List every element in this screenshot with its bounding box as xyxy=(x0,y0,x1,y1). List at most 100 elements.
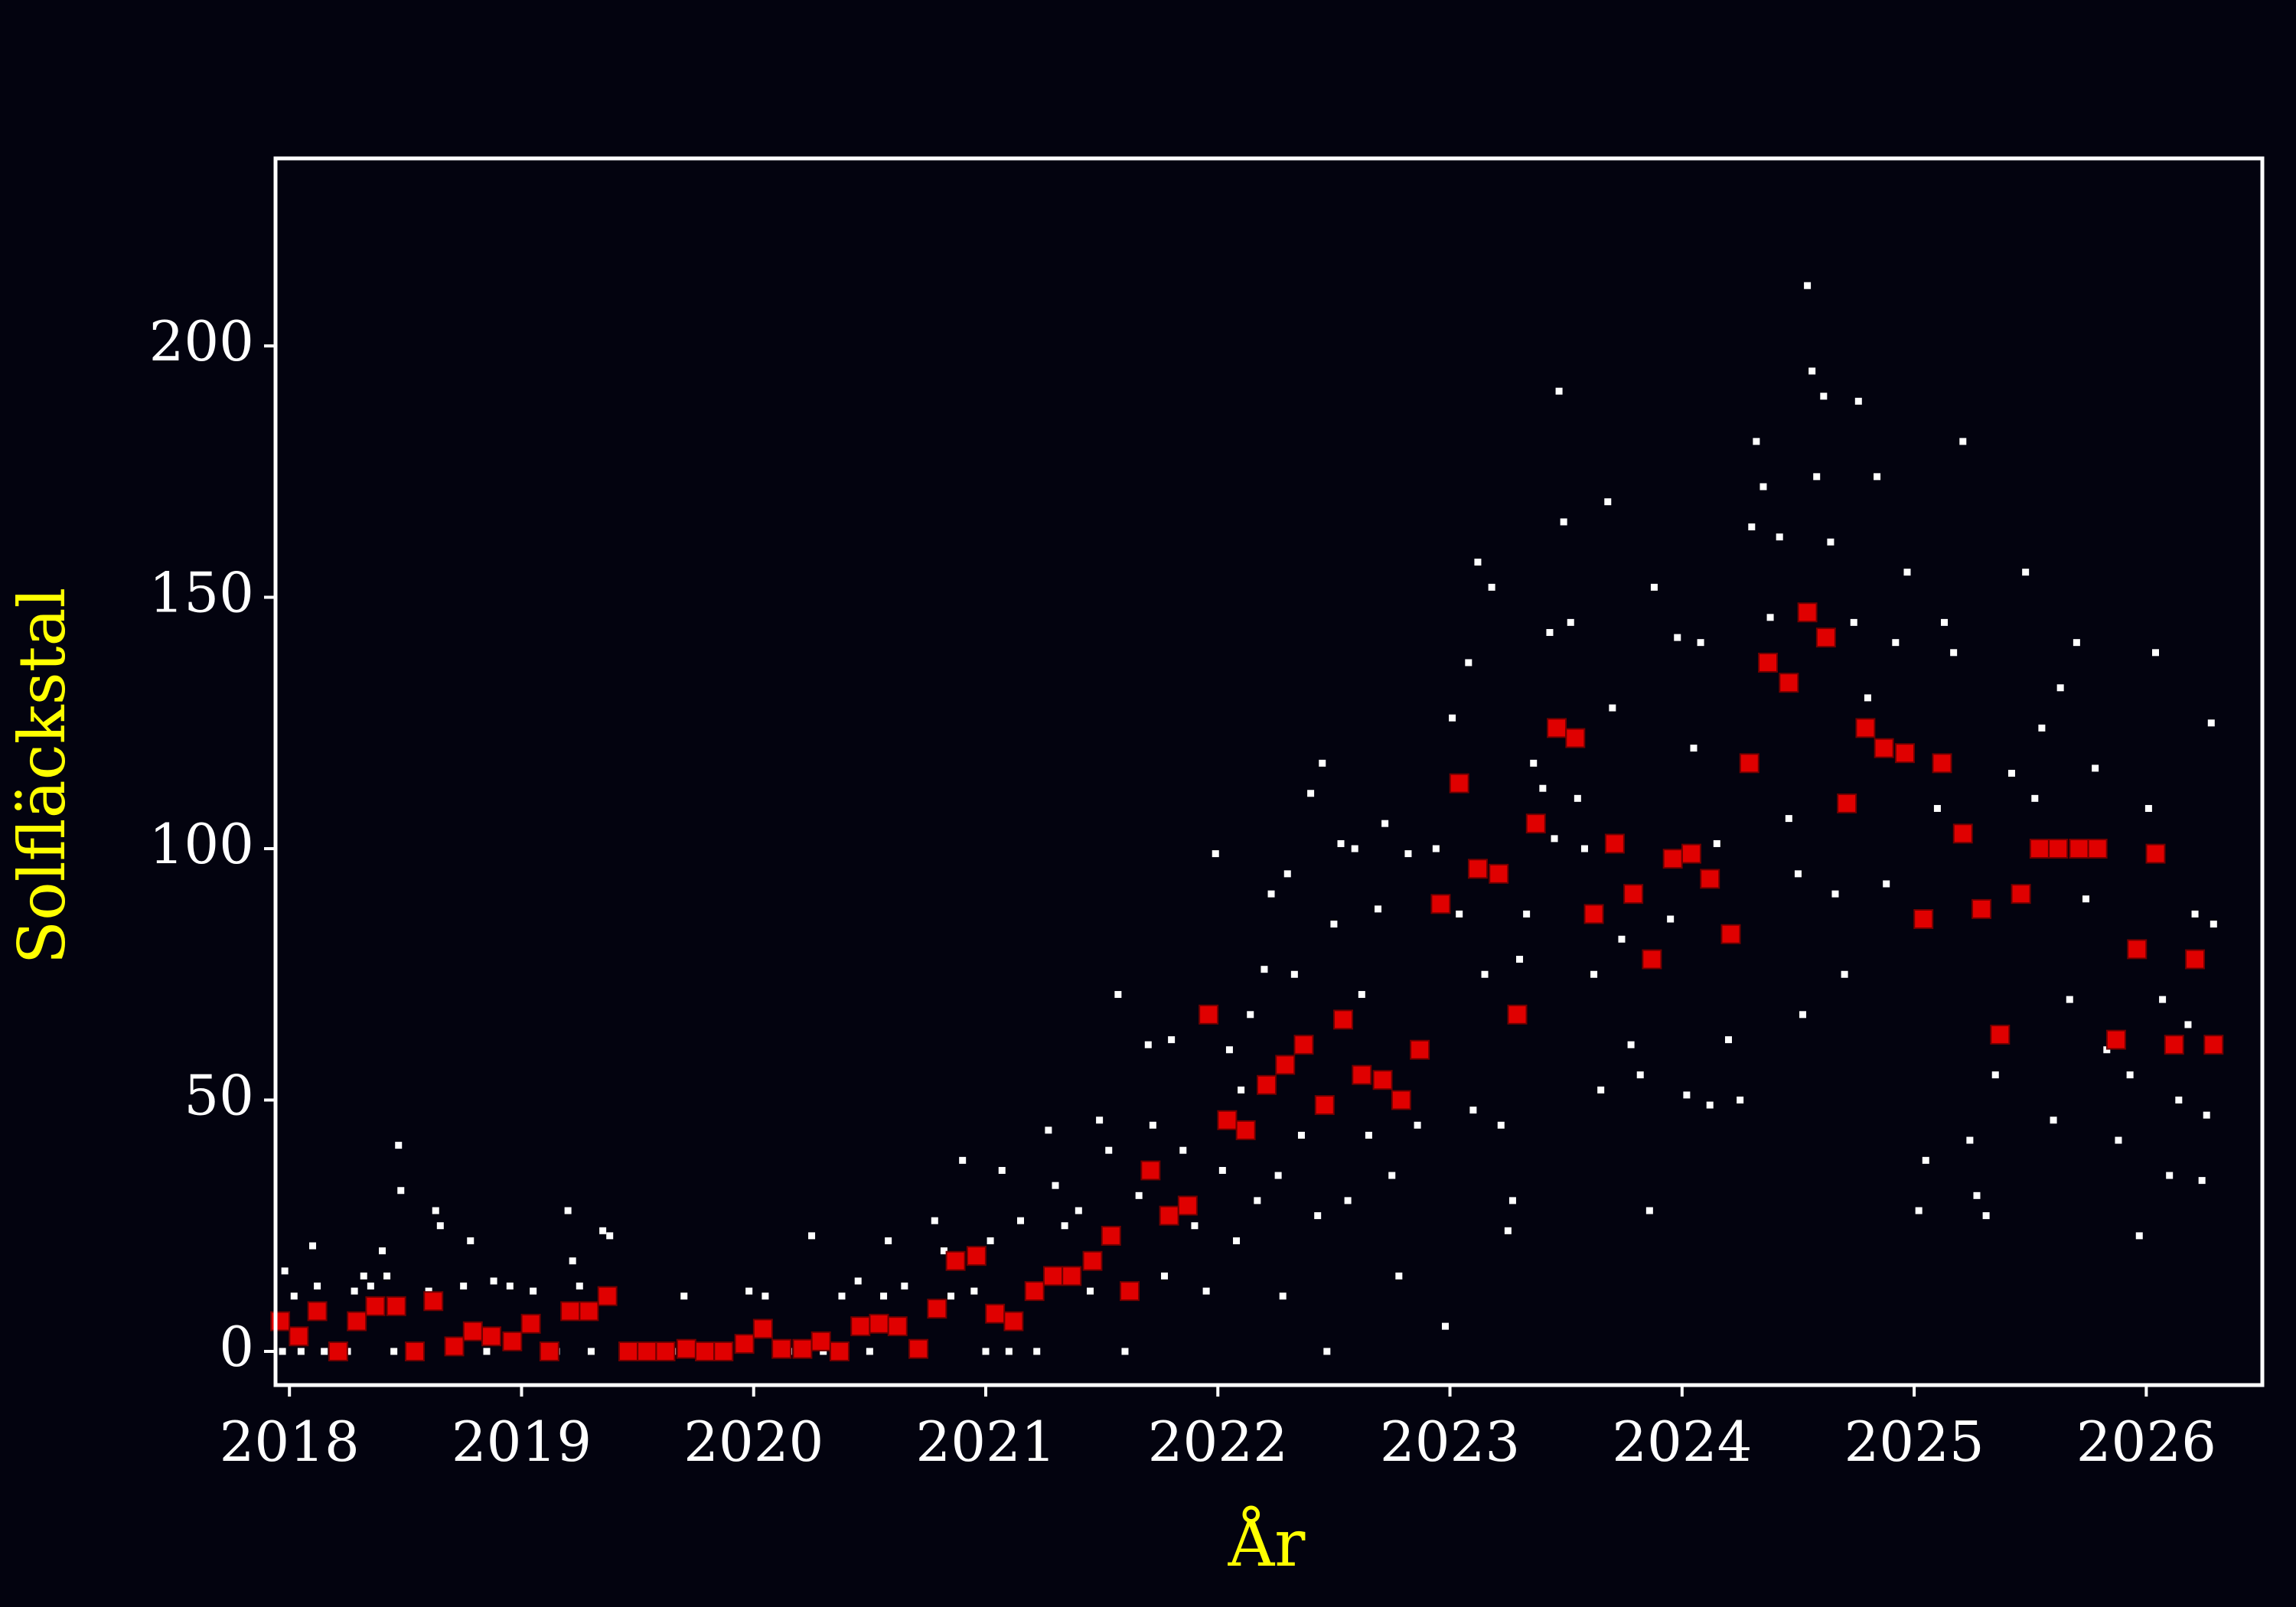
point xyxy=(462,1321,483,1341)
point xyxy=(560,1301,581,1322)
point xyxy=(297,1348,305,1355)
point xyxy=(676,1338,696,1359)
point xyxy=(1365,1131,1372,1139)
point xyxy=(1358,991,1365,999)
point xyxy=(1827,538,1835,546)
point xyxy=(2069,839,2089,859)
y-tick-label: 150 xyxy=(149,561,254,625)
point xyxy=(2050,1116,2057,1124)
point xyxy=(1523,910,1531,918)
point xyxy=(1530,759,1538,767)
point xyxy=(1779,673,1799,693)
point xyxy=(734,1334,755,1354)
point xyxy=(1319,759,1326,767)
point xyxy=(1841,970,1848,978)
y-tick-label: 50 xyxy=(184,1063,254,1127)
point xyxy=(1785,815,1792,823)
point xyxy=(2164,1035,2184,1055)
point xyxy=(404,1341,425,1361)
point xyxy=(1159,1205,1179,1226)
point xyxy=(1813,473,1821,481)
point xyxy=(1609,704,1616,712)
point xyxy=(1766,614,1774,621)
point xyxy=(328,1341,348,1361)
point xyxy=(1140,1160,1161,1181)
point xyxy=(1235,1120,1256,1140)
point xyxy=(1604,833,1625,854)
point xyxy=(2203,1035,2224,1055)
point xyxy=(1149,1121,1156,1129)
point xyxy=(576,1283,583,1290)
point xyxy=(1114,991,1122,999)
point xyxy=(947,1292,955,1300)
point xyxy=(1256,1074,1277,1095)
point xyxy=(1815,627,1836,648)
point xyxy=(2115,1136,2122,1144)
point xyxy=(1565,728,1586,748)
point xyxy=(1261,966,1268,973)
point xyxy=(1539,784,1547,792)
x-tick-label: 2024 xyxy=(1612,1410,1752,1474)
point xyxy=(1892,639,1900,647)
point xyxy=(1525,813,1546,834)
point xyxy=(1952,823,1973,844)
point xyxy=(1465,659,1473,667)
point xyxy=(1217,1110,1238,1130)
point xyxy=(1199,1004,1219,1025)
point xyxy=(1794,870,1802,878)
point xyxy=(2022,569,2030,576)
point xyxy=(1045,1126,1052,1134)
point xyxy=(2210,921,2217,928)
point xyxy=(432,1207,439,1214)
point xyxy=(1441,1322,1449,1330)
point xyxy=(1713,839,1720,847)
point xyxy=(502,1331,523,1351)
point xyxy=(866,1348,873,1355)
point xyxy=(1233,1237,1241,1244)
point xyxy=(771,1338,792,1359)
point xyxy=(1913,908,1934,929)
point xyxy=(1191,1222,1199,1230)
point xyxy=(1580,845,1588,852)
point xyxy=(1344,1197,1352,1204)
point xyxy=(2066,996,2073,1003)
point xyxy=(1430,894,1451,914)
point xyxy=(481,1326,502,1347)
point xyxy=(1488,583,1495,591)
point xyxy=(1212,850,1219,858)
point xyxy=(1375,905,1382,913)
point xyxy=(2207,719,2215,727)
point xyxy=(1274,1172,1282,1179)
point xyxy=(1042,1266,1063,1286)
point xyxy=(1293,1035,1314,1055)
point xyxy=(1583,904,1604,924)
point xyxy=(1799,1011,1807,1019)
point xyxy=(1720,924,1741,944)
point xyxy=(1982,1212,1990,1220)
plot-frame xyxy=(273,156,2265,1387)
point xyxy=(1449,773,1469,794)
point xyxy=(2105,1029,2126,1050)
point xyxy=(1941,618,1949,626)
point xyxy=(970,1287,978,1295)
point xyxy=(1808,367,1816,375)
point xyxy=(1507,1004,1528,1025)
y-tick-label: 200 xyxy=(149,309,254,373)
point xyxy=(1414,1121,1421,1129)
point xyxy=(1681,843,1701,864)
point xyxy=(820,1348,827,1355)
point xyxy=(987,1237,994,1244)
point xyxy=(1642,949,1662,970)
point xyxy=(680,1292,688,1300)
point xyxy=(1003,1311,1024,1332)
point xyxy=(1990,1025,2011,1045)
point xyxy=(1662,849,1683,869)
point xyxy=(2056,684,2064,692)
point xyxy=(1748,523,1756,531)
point xyxy=(1238,1086,1245,1094)
point xyxy=(1683,1091,1691,1099)
point xyxy=(713,1341,734,1361)
point xyxy=(1650,583,1658,591)
point xyxy=(885,1237,892,1244)
point xyxy=(2038,724,2046,732)
